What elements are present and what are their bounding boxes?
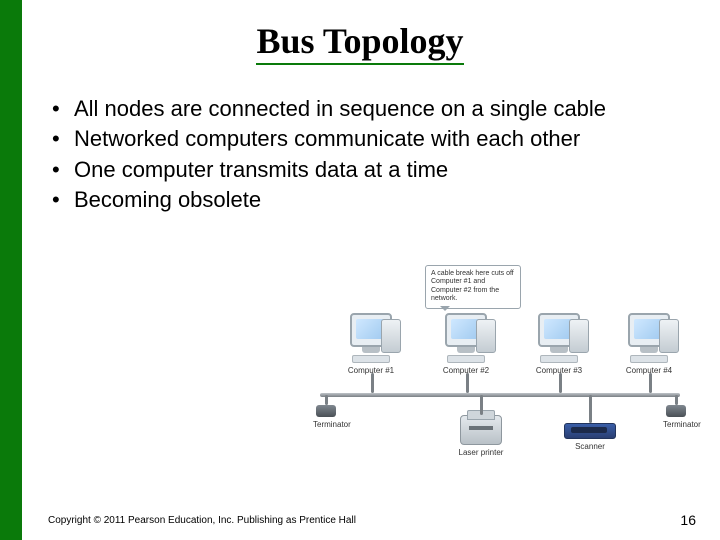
keyboard-icon — [630, 355, 668, 363]
computer-1: Computer #1 — [345, 313, 397, 375]
device-label: Terminator — [313, 420, 339, 429]
callout-box: A cable break here cuts off Computer #1 … — [425, 265, 521, 309]
copyright-text: Copyright © 2011 Pearson Education, Inc.… — [48, 515, 356, 526]
terminator-left: Terminator — [313, 405, 339, 429]
bullet-item: Networked computers communicate with eac… — [48, 126, 680, 152]
keyboard-icon — [447, 355, 485, 363]
monitor-stand — [362, 347, 380, 353]
tower-icon — [476, 319, 496, 353]
page-number: 16 — [680, 512, 696, 528]
bullet-text: All nodes are connected in sequence on a… — [74, 96, 606, 121]
bullet-text: One computer transmits data at a time — [74, 157, 448, 182]
computer-3: Computer #3 — [533, 313, 585, 375]
computer-2: Computer #2 — [440, 313, 492, 375]
drop-cable — [371, 373, 374, 393]
monitor-stand — [640, 347, 658, 353]
monitor-stand — [457, 347, 475, 353]
bullet-item: Becoming obsolete — [48, 187, 680, 213]
drop-cable — [325, 395, 328, 405]
bullet-item: All nodes are connected in sequence on a… — [48, 96, 680, 122]
drop-cable — [466, 373, 469, 393]
device-label: Scanner — [560, 442, 620, 451]
drop-cable — [675, 395, 678, 405]
tower-icon — [381, 319, 401, 353]
bullet-text: Becoming obsolete — [74, 187, 261, 212]
device-label: Terminator — [663, 420, 689, 429]
terminator-right: Terminator — [663, 405, 689, 429]
computer-4: Computer #4 — [623, 313, 675, 375]
keyboard-icon — [540, 355, 578, 363]
title-text: Bus Topology — [256, 21, 463, 65]
slide-title: Bus Topology — [0, 20, 720, 62]
keyboard-icon — [352, 355, 390, 363]
printer-icon — [460, 415, 502, 445]
drop-cable — [480, 395, 483, 415]
scanner: Scanner — [560, 423, 620, 451]
monitor-stand — [550, 347, 568, 353]
callout-text: A cable break here cuts off Computer #1 … — [431, 270, 514, 302]
tower-icon — [569, 319, 589, 353]
scanner-icon — [564, 423, 616, 439]
terminator-icon — [666, 405, 686, 417]
bullet-item: One computer transmits data at a time — [48, 157, 680, 183]
device-label: Laser printer — [455, 448, 507, 457]
laser-printer: Laser printer — [455, 415, 507, 457]
drop-cable — [559, 373, 562, 393]
drop-cable — [589, 395, 592, 423]
bullet-text: Networked computers communicate with eac… — [74, 126, 580, 151]
bullet-list: All nodes are connected in sequence on a… — [48, 96, 680, 218]
accent-side-bar — [0, 0, 22, 540]
tower-icon — [659, 319, 679, 353]
bus-topology-diagram: A cable break here cuts off Computer #1 … — [305, 265, 695, 475]
terminator-icon — [316, 405, 336, 417]
drop-cable — [649, 373, 652, 393]
bus-cable — [320, 393, 680, 397]
